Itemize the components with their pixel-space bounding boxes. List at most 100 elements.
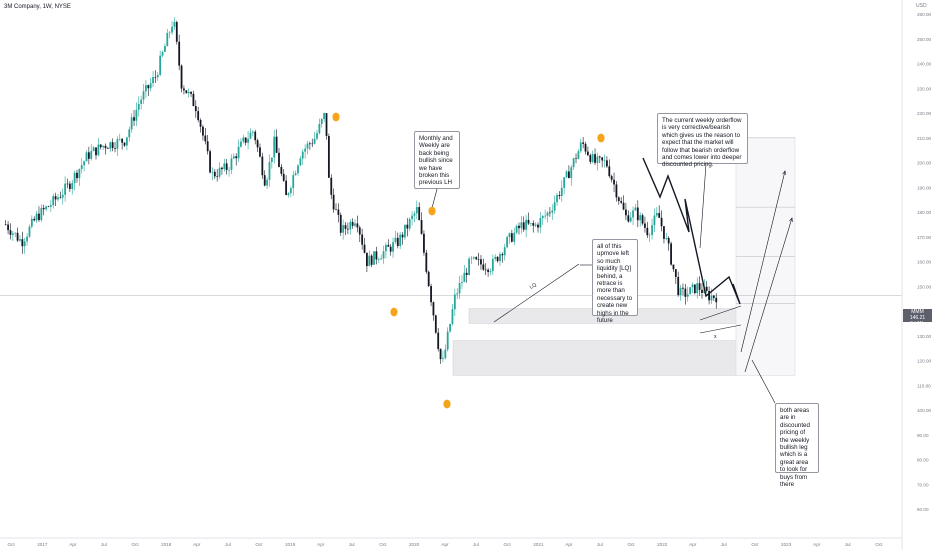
time-axis-tick: 2021: [533, 542, 544, 547]
candle-body: [406, 224, 409, 229]
candle-body: [653, 215, 656, 226]
candle-body: [672, 264, 675, 270]
candle-body: [59, 197, 62, 199]
time-axis[interactable]: Oct 2017 Apr Jul Oct 2018 Apr Jul Oct 2019 Apr Jul O…: [0, 537, 902, 547]
candle-body: [16, 232, 19, 241]
trendline: [493, 263, 580, 323]
candle-body: [539, 218, 542, 228]
candle-body: [482, 264, 485, 270]
candle-body: [691, 284, 694, 288]
candle-body: [218, 167, 221, 177]
candle-body: [408, 219, 411, 229]
candle-body: [387, 244, 390, 247]
candle-body: [465, 272, 468, 276]
candle-body: [54, 196, 57, 200]
target-arrow-upper: [740, 170, 786, 353]
candle-body: [137, 103, 140, 110]
price-axis-tick: 70.00: [917, 482, 929, 487]
candle-body: [660, 217, 663, 227]
candle-body: [684, 288, 687, 297]
price-axis-tick: 130.00: [917, 334, 931, 339]
note-monthly-connector: [431, 188, 438, 209]
candle-body: [206, 141, 209, 152]
price-axis-tick: 230.00: [917, 86, 931, 91]
candle-body: [368, 255, 371, 267]
candle-body: [601, 157, 604, 161]
candle-body: [534, 224, 537, 226]
candle-body: [244, 137, 247, 143]
candle-body: [28, 226, 31, 237]
candle-body: [380, 258, 383, 260]
candle-body: [689, 287, 691, 295]
candle-body: [183, 88, 185, 91]
price-axis-tick: 240.00: [917, 62, 931, 67]
candle-body: [639, 215, 642, 221]
candle-body: [670, 243, 672, 265]
candle-body: [114, 148, 116, 149]
candle-body: [344, 225, 347, 229]
price-axis-tick: 170.00: [917, 235, 931, 240]
candle-body: [230, 158, 233, 170]
price-axis-tick: 180.00: [917, 210, 931, 215]
note-discount-areas[interactable]: both areas are in discounted pricing of …: [775, 403, 819, 488]
candle-body: [677, 276, 680, 296]
candle-body: [342, 225, 345, 233]
candle-body: [313, 138, 316, 144]
candle-body: [629, 217, 632, 222]
candle-body: [45, 206, 47, 210]
candle-body: [674, 269, 677, 277]
candle-body: [40, 207, 43, 221]
candle-body: [648, 234, 651, 236]
candle-body: [130, 117, 133, 130]
candle-body: [587, 151, 589, 156]
candle-body: [463, 272, 466, 283]
candle-body: [140, 99, 143, 104]
note-orderflow[interactable]: The current weekly orderflow is very cor…: [657, 113, 748, 168]
time-axis-tick: Oct: [255, 542, 263, 547]
candle-body: [299, 158, 302, 166]
price-axis-currency: USD: [916, 3, 927, 9]
candle-body: [710, 295, 713, 301]
time-axis-tick: 2019: [285, 542, 296, 547]
candle-body: [458, 283, 461, 294]
candle-body: [430, 285, 432, 303]
candle-body: [382, 251, 385, 259]
candle-body: [594, 154, 596, 163]
candle-body: [97, 144, 100, 156]
candle-body: [394, 237, 397, 243]
candle-body: [90, 151, 93, 159]
candle-body: [358, 227, 361, 235]
candle-body: [173, 22, 176, 27]
candle-body: [128, 129, 131, 138]
candle-body: [80, 165, 83, 170]
candle-body: [354, 223, 356, 226]
note-liquidity[interactable]: all of this upmove left so much liquidit…: [592, 239, 638, 324]
note-monthly-weekly[interactable]: Monthly and Weekly are back being bullis…: [414, 131, 460, 189]
price-axis[interactable]: USD 60.00 70.00 80.00 90.00 100.00 110.00 120.0…: [901, 0, 931, 550]
candle-body: [427, 271, 430, 286]
candle-body: [546, 212, 549, 216]
candle-body: [701, 289, 703, 293]
candle-body: [237, 146, 240, 159]
candle-body: [95, 147, 97, 156]
candle-body: [254, 131, 257, 141]
candle-body: [318, 123, 321, 134]
candle-body: [510, 233, 513, 242]
time-axis-tick: Apr: [813, 542, 821, 547]
candle-body: [199, 120, 202, 127]
candle-body: [316, 133, 318, 139]
candle-body: [491, 258, 494, 272]
swing-markers: [332, 112, 605, 409]
candle-body: [73, 172, 76, 183]
candle-body: [327, 136, 330, 178]
candle-body: [287, 193, 290, 195]
candle-body: [496, 256, 499, 262]
price-axis-tick: 110.00: [917, 383, 931, 388]
candle-body: [145, 85, 147, 92]
candle-body: [425, 252, 428, 272]
candle-body: [180, 65, 183, 89]
candle-body: [204, 135, 207, 142]
candle-body: [85, 152, 88, 162]
candle-body: [503, 247, 506, 256]
